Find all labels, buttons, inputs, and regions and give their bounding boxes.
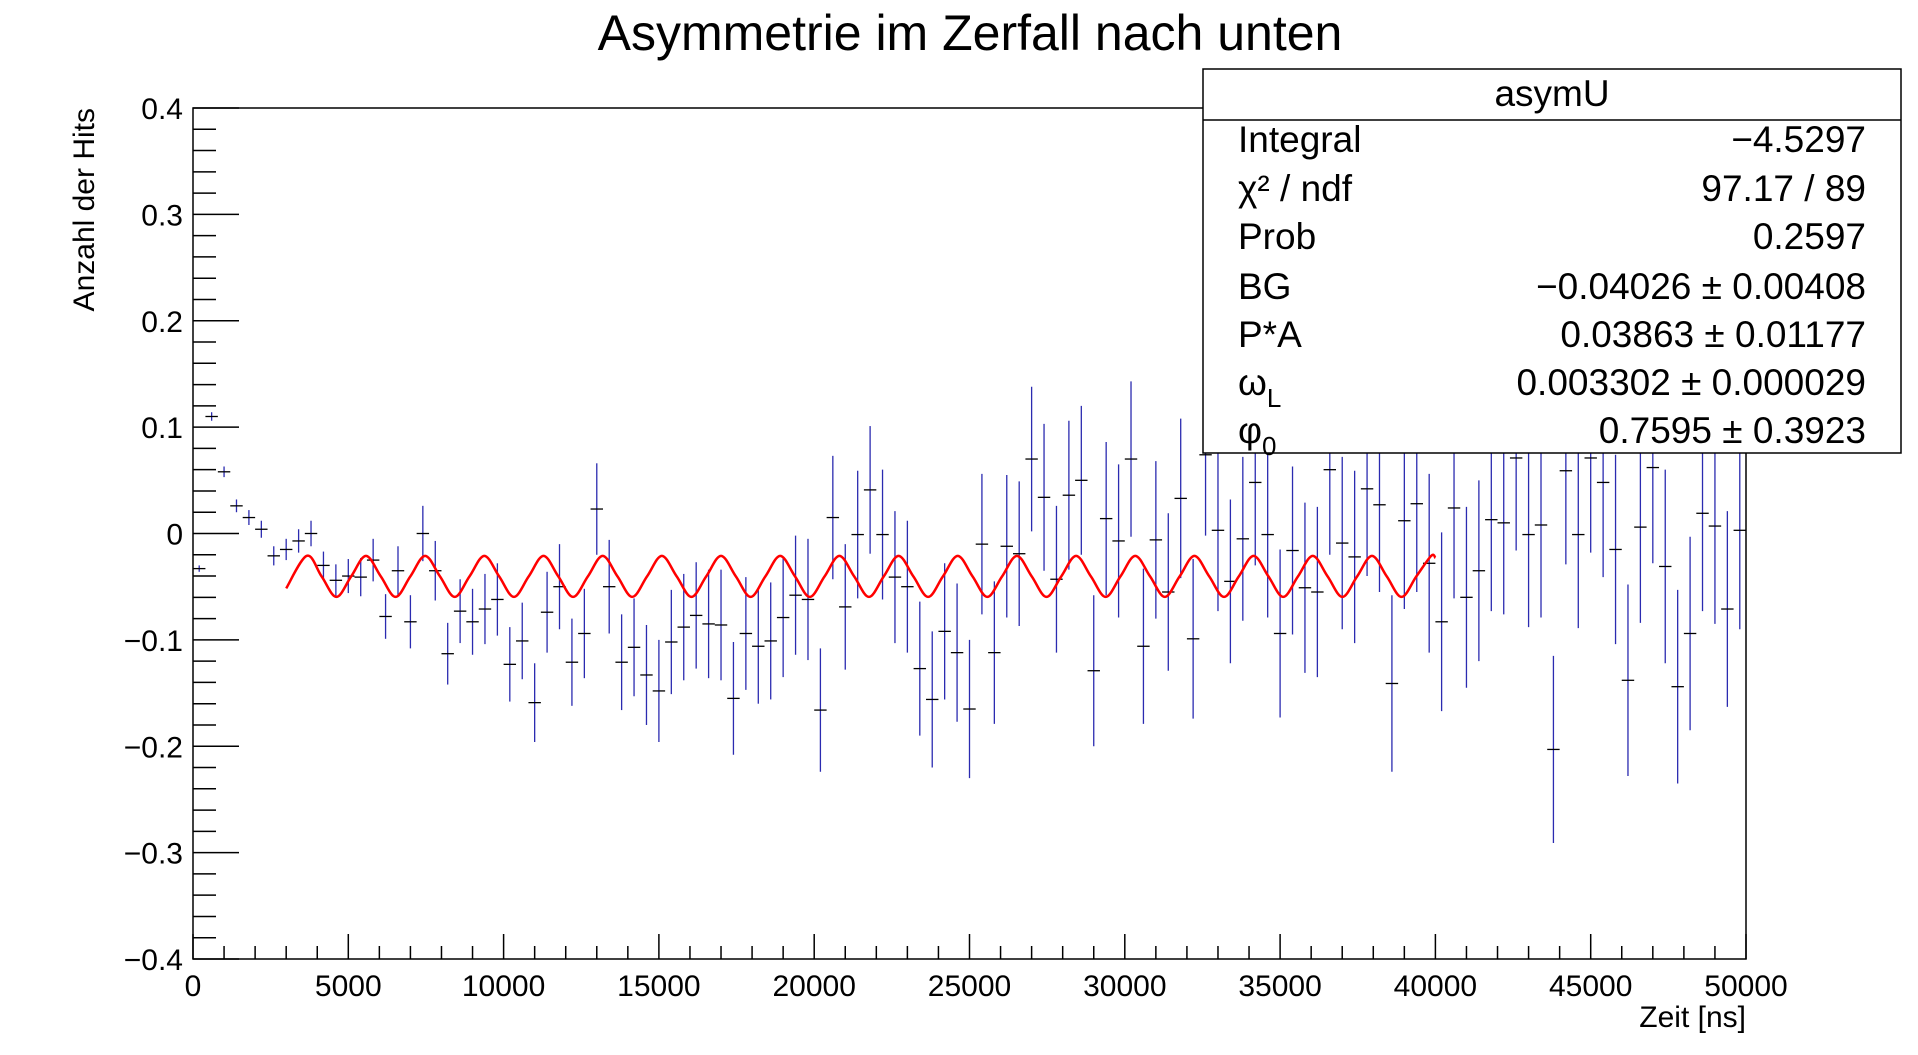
stats-box: asymU Integral −4.5297 χ² / ndf 97.17 / 89 P… [1202,68,1902,461]
x-tick-label: 0 [185,970,202,1003]
plot-frame [192,107,1747,960]
x-tick-label: 20000 [772,970,855,1003]
stats-value: −4.5297 [1731,119,1866,160]
y-tick-label: 0.4 [141,93,183,126]
stats-value: 97.17 / 89 [1701,168,1866,209]
x-tick-label: 10000 [462,970,545,1003]
stats-name: BG [1238,266,1291,307]
stats-frame [1202,68,1902,454]
stats-name-main: Prob [1238,216,1316,257]
x-tick-label: 5000 [315,970,382,1003]
stats-name-main: φ [1238,410,1262,451]
stats-name: ωL [1238,362,1281,413]
stats-name-main: χ² / ndf [1238,168,1353,209]
stats-value: −0.04026 ± 0.00408 [1536,266,1866,307]
stats-name: Integral [1238,119,1361,160]
stats-title: asymU [1494,73,1609,114]
x-tick-label: 50000 [1704,970,1787,1003]
x-tick-label: 25000 [928,970,1011,1003]
stats-name: P*A [1238,314,1302,355]
y-tick-label: 0.2 [141,306,183,339]
fit-curve [285,553,1437,599]
x-tick-label: 15000 [617,970,700,1003]
y-tick-label: −0.2 [124,731,183,764]
stats-name-main: BG [1238,266,1291,307]
x-tick-label: 45000 [1549,970,1632,1003]
x-axis-label: Zeit [ns] [1639,1001,1746,1034]
stats-name-sub: 0 [1262,431,1276,461]
x-tick-label: 40000 [1394,970,1477,1003]
stats-name-main: P*A [1238,314,1302,355]
x-tick-label: 35000 [1238,970,1321,1003]
y-tick-label: −0.3 [124,838,183,871]
stats-name-main: ω [1238,362,1267,403]
y-tick-label: 0.1 [141,412,183,445]
y-tick-label: 0 [166,519,183,552]
stats-value: 0.003302 ± 0.000029 [1516,362,1866,403]
y-tick-label: −0.4 [124,944,183,977]
y-tick-label: 0.3 [141,199,183,232]
plot-area: −0.4 −0.3 −0.2 −0.1 0 0.1 0.2 0.3 0.4 0 5000 10000 1… [124,93,1788,1003]
stats-value: 0.2597 [1753,216,1866,257]
stats-name-main: Integral [1238,119,1361,160]
x-tick-label: 30000 [1083,970,1166,1003]
stats-value: 0.03863 ± 0.01177 [1560,314,1866,355]
y-tick-label: −0.1 [124,625,183,658]
stats-name-sub: L [1267,383,1281,413]
stats-name: Prob [1238,216,1316,257]
chart-title: Asymmetrie im Zerfall nach unten [598,5,1343,61]
stats-value: 0.7595 ± 0.3923 [1599,410,1866,451]
y-axis-label: Anzahl der Hits [68,108,101,311]
stats-name: φ0 [1238,410,1276,461]
stats-name: χ² / ndf [1238,168,1353,209]
